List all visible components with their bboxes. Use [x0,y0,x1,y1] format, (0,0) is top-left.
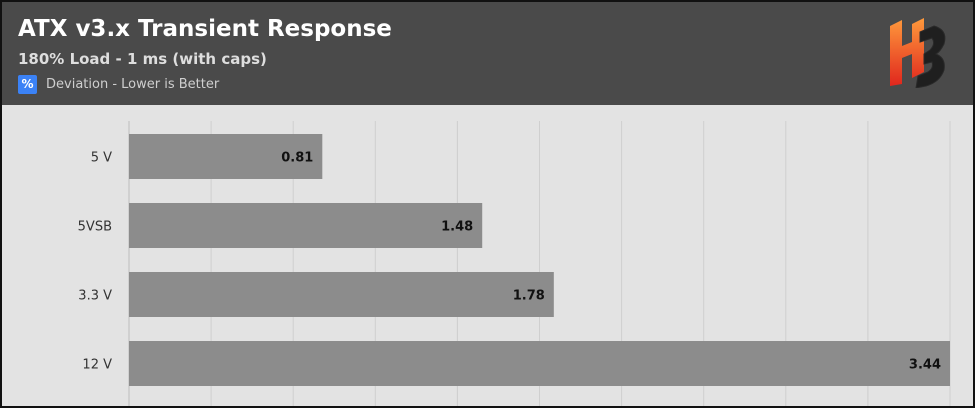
bar [129,341,950,386]
bar [129,272,554,317]
value-label: 1.78 [513,289,545,304]
chart-header: ATX v3.x Transient Response 180% Load - … [2,2,973,105]
plot-area: 5 V 0.81 5VSB 1.48 3.3 V 1.78 12 V 3.44 [78,121,951,406]
value-label: 3.44 [909,358,941,373]
legend-swatch: % [18,74,37,94]
category-label: 5VSB [78,220,112,235]
category-label: 3.3 V [78,289,112,304]
bar [129,134,323,179]
chart-subtitle: 180% Load - 1 ms (with caps) [18,50,267,68]
bar [129,203,483,248]
hb-logo-icon [890,18,946,88]
value-label: 0.81 [281,151,313,166]
legend-label: Deviation - Lower is Better [46,76,220,92]
value-label: 1.48 [441,220,473,235]
legend: % Deviation - Lower is Better [18,74,219,94]
category-label: 12 V [82,358,112,373]
category-label: 5 V [91,151,112,166]
chart-title: ATX v3.x Transient Response [18,16,392,42]
